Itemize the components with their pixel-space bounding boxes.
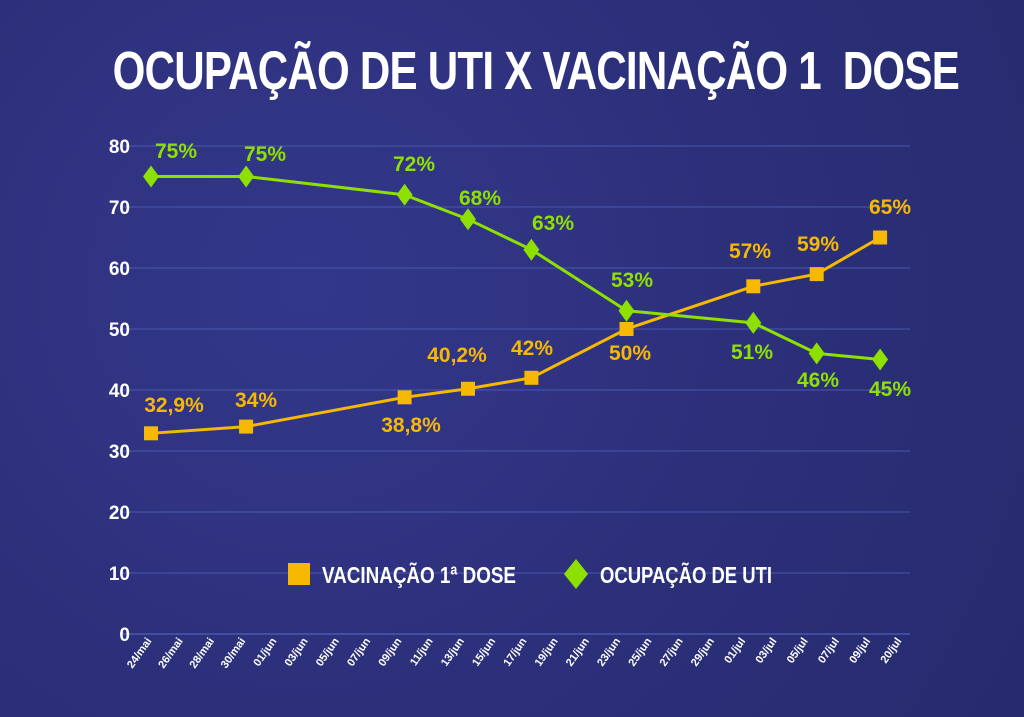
x-tick-label: 25/jun bbox=[626, 636, 654, 669]
data-label: 59% bbox=[797, 233, 839, 256]
data-label: 63% bbox=[532, 212, 574, 235]
data-label: 46% bbox=[797, 369, 839, 392]
legend-label-vacinacao: VACINAÇÃO 1ª DOSE bbox=[322, 561, 516, 588]
data-label: 75% bbox=[155, 140, 197, 163]
data-point-diamond bbox=[396, 183, 413, 206]
data-point-square bbox=[809, 267, 824, 282]
x-tick-label: 17/jun bbox=[501, 636, 529, 669]
data-label: 42% bbox=[511, 337, 553, 360]
x-tick-label: 01/jul bbox=[722, 636, 748, 666]
chart-title: OCUPAÇÃO DE UTI X VACINAÇÃO 1 DOSE bbox=[112, 41, 960, 101]
data-label: 34% bbox=[235, 389, 277, 412]
data-label: 57% bbox=[729, 240, 771, 263]
data-label: 68% bbox=[459, 187, 501, 210]
y-tick-label: 10 bbox=[109, 564, 130, 585]
y-tick-label: 60 bbox=[109, 259, 130, 280]
data-label: 32,9% bbox=[144, 394, 204, 417]
x-tick-label: 03/jun bbox=[283, 636, 311, 669]
data-point-square bbox=[461, 381, 475, 396]
x-tick-label: 01/jun bbox=[251, 636, 279, 669]
x-tick-label: 19/jun bbox=[533, 636, 561, 669]
data-point-diamond bbox=[143, 165, 159, 188]
x-tick-label: 11/jun bbox=[408, 636, 436, 669]
y-tick-label: 0 bbox=[119, 625, 130, 646]
x-tick-label: 30/mai bbox=[219, 636, 248, 671]
data-label: 45% bbox=[869, 378, 911, 401]
data-point-diamond bbox=[808, 342, 825, 365]
x-tick-label: 27/jun bbox=[658, 636, 686, 669]
legend-label-uti: OCUPAÇÃO DE UTI bbox=[600, 561, 772, 588]
x-tick-label: 29/jun bbox=[689, 636, 717, 669]
x-tick-label: 23/jun bbox=[595, 636, 623, 669]
y-tick-label: 30 bbox=[109, 442, 130, 463]
x-tick-label: 05/jun bbox=[314, 636, 342, 669]
data-point-diamond bbox=[523, 238, 540, 261]
x-tick-label: 21/jun bbox=[564, 636, 592, 669]
data-point-square bbox=[746, 279, 761, 294]
data-point-diamond bbox=[238, 165, 255, 188]
x-tick-label: 07/jul bbox=[816, 636, 842, 666]
data-label: 38,8% bbox=[381, 414, 441, 437]
data-point-diamond bbox=[872, 348, 889, 371]
legend-diamond-icon bbox=[564, 559, 588, 589]
data-point-square bbox=[397, 390, 412, 405]
data-point-diamond bbox=[618, 299, 635, 322]
data-point-square bbox=[524, 370, 539, 385]
x-tick-label: 05/jul bbox=[785, 636, 811, 666]
data-point-diamond bbox=[460, 208, 476, 231]
x-tick-label: 20/jul bbox=[878, 636, 904, 666]
x-tick-label: 07/jun bbox=[345, 636, 373, 669]
legend-square-icon bbox=[288, 563, 310, 585]
x-tick-label: 13/jun bbox=[439, 636, 467, 669]
data-label: 53% bbox=[611, 269, 653, 292]
y-tick-label: 70 bbox=[109, 198, 130, 219]
data-point-square bbox=[239, 419, 254, 434]
data-label: 51% bbox=[731, 341, 773, 364]
data-point-diamond bbox=[745, 311, 762, 334]
data-label: 50% bbox=[609, 342, 651, 365]
data-label: 40,2% bbox=[427, 344, 487, 367]
y-tick-label: 40 bbox=[109, 381, 130, 402]
data-point-square bbox=[873, 230, 888, 245]
y-tick-label: 80 bbox=[109, 137, 130, 158]
x-tick-label: 28/mai bbox=[187, 636, 216, 671]
x-tick-label: 26/mai bbox=[156, 636, 185, 671]
x-tick-label: 09/jul bbox=[847, 636, 873, 666]
data-label: 65% bbox=[869, 196, 911, 219]
data-label: 72% bbox=[393, 153, 435, 176]
data-label: 75% bbox=[244, 143, 286, 166]
x-tick-label: 15/jun bbox=[470, 636, 498, 669]
data-point-square bbox=[619, 322, 634, 336]
y-tick-label: 50 bbox=[109, 320, 130, 341]
y-tick-label: 20 bbox=[109, 503, 130, 524]
x-tick-label: 03/jul bbox=[753, 636, 779, 666]
data-point-square bbox=[144, 426, 158, 441]
x-tick-label: 09/jun bbox=[376, 636, 404, 669]
